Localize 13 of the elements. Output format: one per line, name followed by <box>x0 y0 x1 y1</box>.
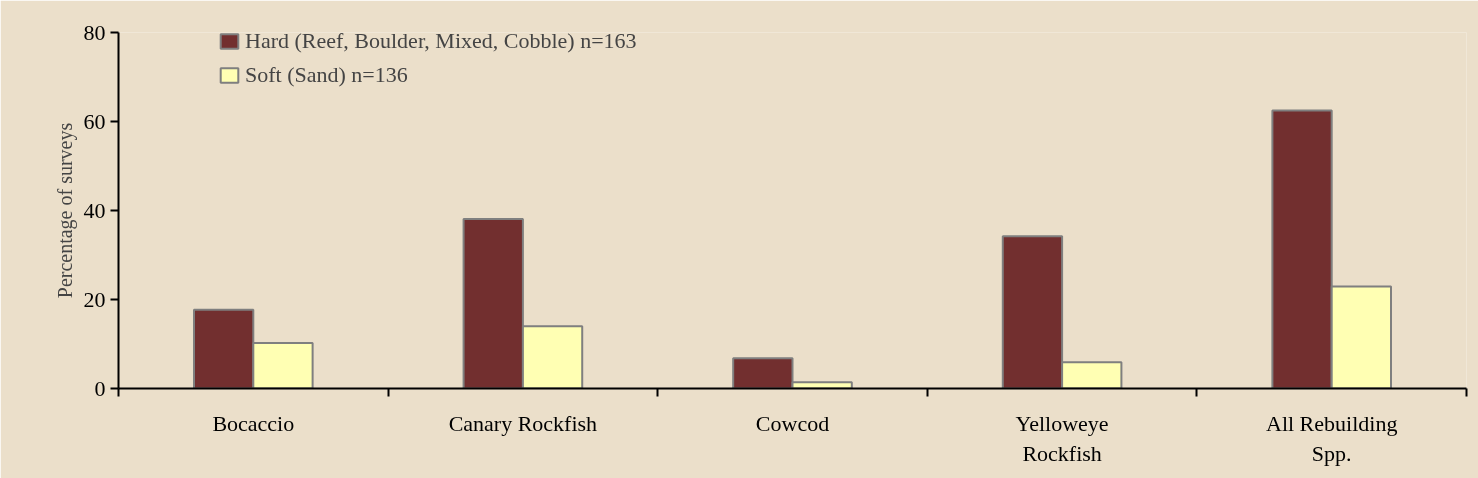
x-tick-label: All Rebuilding Spp. <box>1266 410 1398 466</box>
y-tick-label: 60 <box>83 108 106 134</box>
x-tick-label: Cowcod <box>755 410 830 436</box>
legend-label: Soft (Sand) n=136 <box>245 62 408 88</box>
x-tick-label: Bocaccio <box>212 410 295 436</box>
x-tick-label: Canary Rockfish <box>448 410 598 436</box>
y-tick-label: 40 <box>83 197 106 223</box>
x-tick-label: Yelloweye Rockfish <box>1015 410 1109 466</box>
y-tick-label: 80 <box>83 19 106 45</box>
y-tick-label: 20 <box>83 286 106 312</box>
y-axis-title: Percentage of surveys <box>53 122 77 299</box>
legend-label: Hard (Reef, Boulder, Mixed, Cobble) n=163 <box>245 31 637 54</box>
y-tick-label: 0 <box>94 375 106 401</box>
